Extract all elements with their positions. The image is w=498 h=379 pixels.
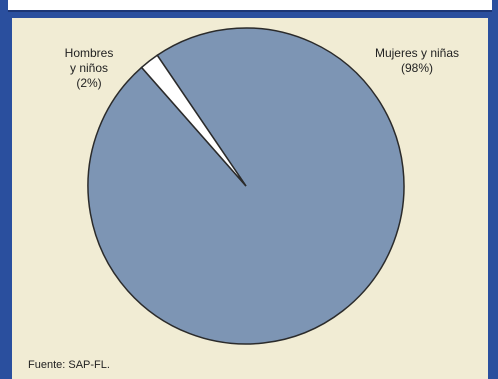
label-men-boys: Hombres y niños (2%) (44, 46, 134, 91)
label-women-line1: Mujeres y niñas (374, 46, 460, 60)
pie-slices (87, 27, 405, 345)
label-men-line1: Hombres (64, 46, 114, 60)
top-bar (8, 0, 492, 12)
label-women-pct: (98%) (400, 61, 433, 75)
source-note: Fuente: SAP-FL. (28, 359, 110, 371)
label-women-girls: Mujeres y niñas (98%) (342, 46, 492, 76)
label-men-pct: (2%) (76, 76, 102, 90)
chart-panel: Hombres y niños (2%) Mujeres y niñas (98… (12, 18, 488, 379)
pie-chart (87, 27, 405, 345)
pie-slice-men-boys (140, 54, 247, 187)
label-men-line2: y niños (69, 61, 109, 75)
